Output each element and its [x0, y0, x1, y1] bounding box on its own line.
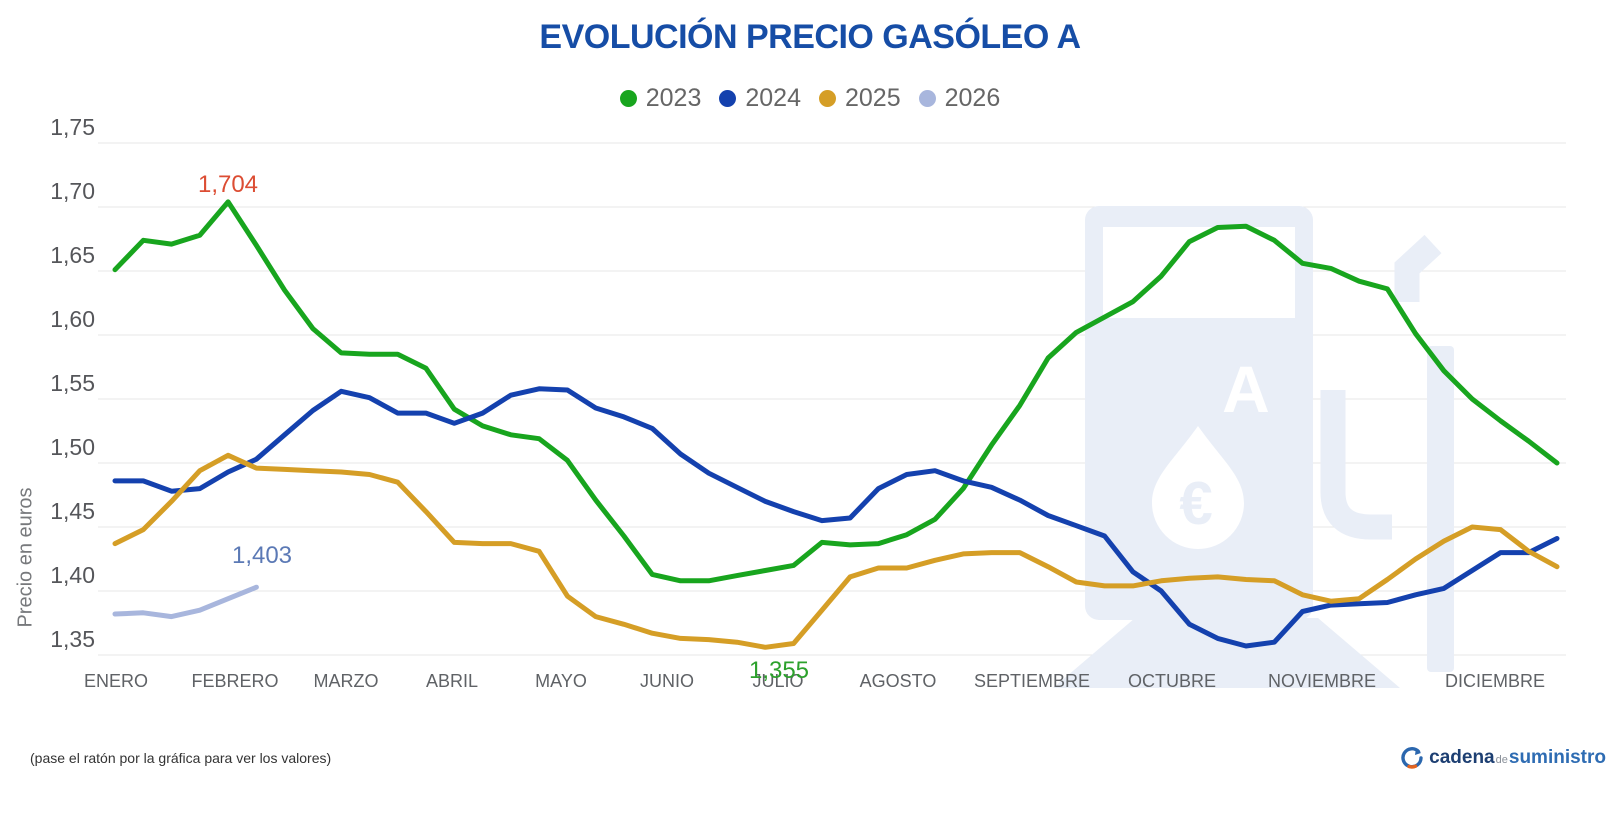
watermark-fuel-pump-icon: A € — [1053, 206, 1454, 688]
legend-dot-2023-icon — [619, 90, 637, 107]
y-axis-tick-labels: 1,75 1,70 1,65 1,60 1,55 1,50 1,45 1,40 1,35 — [50, 114, 95, 652]
month-label: SEPTIEMBRE — [974, 671, 1090, 691]
legend-label-2023: 2023 — [645, 84, 702, 112]
y-tick-label: 1,35 — [50, 626, 95, 652]
legend-label-2025: 2025 — [845, 84, 901, 112]
chart-legend: 2023 2024 2025 2026 — [0, 84, 1620, 113]
annotation-2026: 1,403 — [232, 542, 292, 569]
logo-swirl-icon — [1401, 747, 1423, 769]
annotation-2025: 1,355 — [749, 657, 809, 684]
y-tick-label: 1,55 — [50, 370, 95, 396]
legend-item-2025: 2025 — [819, 84, 901, 113]
legend-label-2026: 2026 — [944, 84, 1001, 112]
legend-item-2024: 2024 — [719, 84, 801, 113]
y-tick-label: 1,45 — [50, 498, 95, 524]
month-label: MAYO — [535, 671, 587, 691]
month-label: ABRIL — [426, 671, 478, 691]
y-tick-label: 1,40 — [50, 562, 95, 588]
value-annotations: 1,704 1,403 1,355 — [198, 171, 809, 684]
y-tick-label: 1,75 — [50, 114, 95, 140]
month-label: OCTUBRE — [1128, 671, 1216, 691]
watermark-euro-icon: € — [1179, 470, 1212, 537]
cadena-suministro-logo[interactable]: cadena de suministro — [1400, 746, 1606, 770]
logo-text-de: de — [1495, 754, 1508, 766]
legend-item-2026: 2026 — [918, 84, 1001, 113]
gridlines — [98, 142, 1566, 656]
month-label: AGOSTO — [860, 671, 937, 691]
month-label: JULIO — [752, 671, 803, 691]
series-line-2023[interactable] — [112, 199, 1560, 584]
series-line-2025[interactable] — [112, 452, 1560, 650]
month-label: ENERO — [84, 671, 148, 691]
series-lines[interactable] — [112, 199, 1560, 650]
hover-hint-note: (pase el ratón por la gráfica para ver l… — [30, 750, 332, 766]
legend-dot-2026-icon — [918, 90, 936, 107]
series-line-2026[interactable] — [112, 584, 259, 620]
month-label: MARZO — [314, 671, 379, 691]
annotation-2023: 1,704 — [198, 171, 258, 198]
legend-dot-2025-icon — [819, 90, 836, 107]
logo-text-cadena: cadena — [1429, 747, 1495, 768]
month-label: FEBRERO — [191, 671, 278, 691]
page-title: EVOLUCIÓN PRECIO GASÓLEO A — [539, 18, 1081, 56]
legend-item-2023: 2023 — [619, 84, 702, 113]
logo-text-suministro: suministro — [1508, 747, 1606, 768]
month-label: DICIEMBRE — [1445, 671, 1545, 691]
y-tick-label: 1,70 — [50, 178, 95, 204]
y-axis-title: Precio en euros — [14, 487, 37, 628]
legend-label-2024: 2024 — [745, 84, 801, 112]
x-axis-month-labels: ENERO FEBRERO MARZO ABRIL MAYO JUNIO JULIO AGOS… — [84, 671, 1545, 691]
y-tick-label: 1,65 — [50, 242, 95, 268]
month-label: JUNIO — [640, 671, 694, 691]
month-label: NOVIEMBRE — [1268, 671, 1376, 691]
y-tick-label: 1,60 — [50, 306, 95, 332]
watermark-letter-a: A — [1222, 352, 1270, 426]
series-line-2024[interactable] — [112, 386, 1560, 649]
y-tick-label: 1,50 — [50, 434, 95, 460]
legend-dot-2024-icon — [719, 90, 737, 107]
